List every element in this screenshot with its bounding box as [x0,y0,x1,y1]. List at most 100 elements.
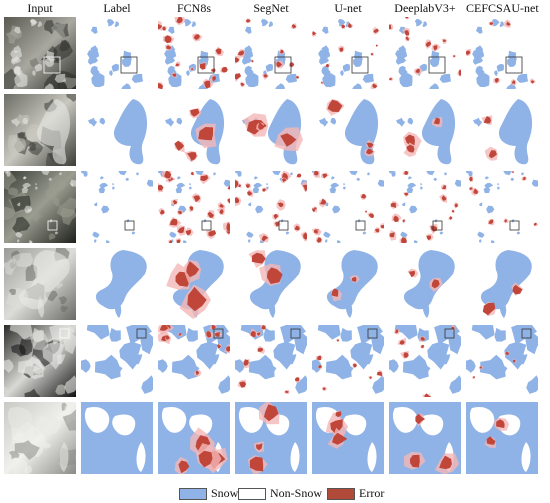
cell-1-segnet [235,17,307,89]
prediction-mask [389,248,461,320]
prediction-mask [466,325,538,397]
prediction-mask [158,402,230,474]
cell-3-deeplabv3- [389,171,461,243]
error-swatch [327,488,355,501]
column-header-input: Input [27,1,53,15]
cell-6-deeplabv3- [389,402,461,474]
column-header-label: Label [103,1,131,15]
column-header-deeplabv3-: DeeplabV3+ [394,1,456,15]
cell-5-u-net [312,325,384,397]
prediction-mask [235,17,307,89]
prediction-mask [158,248,230,320]
cell-3-cefcsau-net [466,171,538,243]
prediction-mask [235,402,307,474]
legend: Snow Non-Snow Error [0,484,550,503]
cell-6-label [81,402,153,474]
prediction-mask [466,17,538,89]
prediction-mask [158,94,230,166]
input-image [4,325,76,397]
cell-1-u-net [312,17,384,89]
legend-item-error: Error [327,486,385,501]
column-header-cefcsau-net: CEFCSAU-net [466,1,539,15]
cell-6-input [4,402,76,474]
input-image [4,94,76,166]
prediction-mask [158,17,230,89]
input-image [4,171,76,243]
legend-label: Non-Snow [270,486,323,500]
prediction-mask [389,325,461,397]
cell-2-cefcsau-net [466,94,538,166]
prediction-mask [235,94,307,166]
prediction-mask [312,94,384,166]
prediction-mask [312,402,384,474]
non-snow-swatch [238,488,266,501]
cell-6-segnet [235,402,307,474]
cell-1-fcn8s [158,17,230,89]
cell-3-u-net [312,171,384,243]
label-mask [81,17,153,89]
cell-3-segnet [235,171,307,243]
input-image [4,248,76,320]
label-mask [81,94,153,166]
prediction-mask [158,325,230,397]
cell-1-input [4,17,76,89]
cell-3-label [81,171,153,243]
column-header-segnet: SegNet [253,1,289,15]
cell-4-segnet [235,248,307,320]
prediction-mask [389,171,461,243]
cell-2-fcn8s [158,94,230,166]
cell-5-deeplabv3- [389,325,461,397]
label-mask [81,171,153,243]
cell-2-deeplabv3- [389,94,461,166]
label-mask [81,402,153,474]
cell-3-fcn8s [158,171,230,243]
cell-4-label [81,248,153,320]
cell-4-fcn8s [158,248,230,320]
cell-5-input [4,325,76,397]
legend-label: Snow [211,486,239,500]
input-image [4,402,76,474]
prediction-mask [312,171,384,243]
cell-4-input [4,248,76,320]
prediction-mask [312,325,384,397]
cell-6-cefcsau-net [466,402,538,474]
cell-5-segnet [235,325,307,397]
cell-5-fcn8s [158,325,230,397]
cell-6-fcn8s [158,402,230,474]
column-header-u-net: U-net [334,1,362,15]
cell-2-segnet [235,94,307,166]
cell-4-cefcsau-net [466,248,538,320]
prediction-mask [235,171,307,243]
prediction-mask [389,94,461,166]
label-mask [81,325,153,397]
prediction-mask [389,402,461,474]
input-image [4,17,76,89]
prediction-mask [466,248,538,320]
cell-3-input [4,171,76,243]
prediction-mask [235,325,307,397]
legend-item-snow: Snow [179,486,239,501]
cell-1-label [81,17,153,89]
prediction-mask [466,402,538,474]
prediction-mask [312,17,384,89]
cell-4-deeplabv3- [389,248,461,320]
cell-2-u-net [312,94,384,166]
cell-1-deeplabv3- [389,17,461,89]
label-mask [81,248,153,320]
legend-item-non-snow: Non-Snow [238,486,323,501]
snow-swatch [179,488,207,501]
prediction-mask [235,248,307,320]
legend-label: Error [359,486,385,500]
cell-2-input [4,94,76,166]
cell-6-u-net [312,402,384,474]
prediction-mask [158,171,230,243]
cell-4-u-net [312,248,384,320]
cell-1-cefcsau-net [466,17,538,89]
cell-5-cefcsau-net [466,325,538,397]
prediction-mask [466,94,538,166]
cell-2-label [81,94,153,166]
prediction-mask [312,248,384,320]
cell-5-label [81,325,153,397]
column-header-fcn8s: FCN8s [176,1,211,15]
prediction-mask [466,171,538,243]
